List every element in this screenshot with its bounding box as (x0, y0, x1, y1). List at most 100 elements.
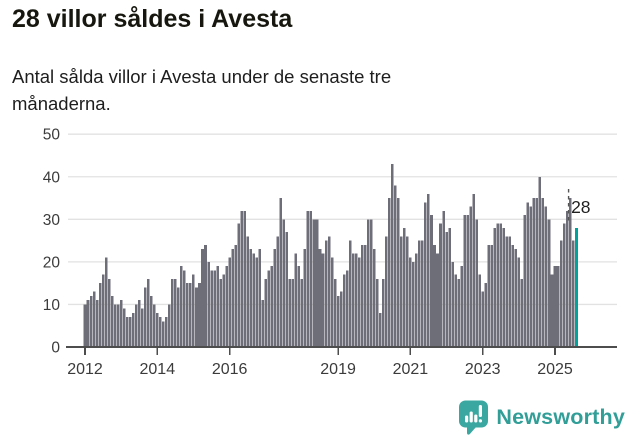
bar (204, 244, 207, 347)
bar (436, 253, 439, 347)
bar (493, 227, 497, 347)
bar (321, 253, 325, 347)
y-tick-label: 50 (43, 127, 61, 144)
bar (388, 198, 391, 347)
bubble (459, 400, 489, 428)
newsworthy-logo: Newsworthy (458, 399, 625, 436)
bar (568, 198, 572, 347)
bar (279, 198, 283, 347)
y-tick-label: 40 (43, 169, 61, 186)
bar (556, 266, 560, 347)
bar (92, 291, 96, 347)
bar (174, 278, 177, 347)
bar (342, 274, 346, 347)
bar (451, 261, 454, 347)
bar (86, 300, 90, 347)
bar (333, 278, 337, 347)
bar (357, 257, 361, 347)
bar (288, 278, 292, 347)
bar (505, 236, 509, 347)
bar (369, 219, 373, 347)
bar (104, 257, 108, 347)
bar (433, 244, 436, 347)
bar (547, 219, 551, 347)
bar (481, 291, 484, 347)
bar-small (465, 415, 469, 423)
bar (351, 253, 355, 347)
bar (336, 295, 340, 347)
bar (544, 206, 548, 347)
brand-name: Newsworthy (496, 405, 625, 429)
bar (125, 317, 129, 347)
bar (270, 266, 274, 347)
bar (541, 198, 545, 347)
bar (508, 236, 512, 347)
bar (246, 236, 249, 347)
bar (511, 244, 515, 347)
bar (415, 253, 418, 347)
bar (237, 223, 240, 347)
bar (430, 215, 433, 347)
bar (562, 223, 566, 347)
bar (559, 240, 563, 347)
x-tick-label: 2016 (212, 361, 248, 378)
bar (198, 283, 201, 347)
bar (327, 236, 331, 347)
x-tick-label: 2025 (537, 361, 573, 378)
bar (162, 321, 165, 347)
bar (454, 274, 457, 347)
bar (201, 249, 204, 347)
bar (186, 283, 189, 347)
bar (113, 304, 117, 347)
bar (83, 304, 87, 347)
bar (514, 249, 518, 347)
bar (366, 219, 370, 347)
bar (122, 308, 126, 347)
bar (98, 283, 102, 347)
bar (282, 219, 286, 347)
bar (243, 210, 246, 347)
bar (448, 227, 451, 347)
bar (222, 274, 225, 347)
bar (128, 317, 132, 347)
bar-tall (469, 411, 474, 423)
bar (324, 240, 328, 347)
bar (183, 270, 186, 347)
bar (442, 210, 445, 347)
bar (427, 193, 430, 347)
bar (469, 206, 472, 347)
x-tick-label: 2019 (320, 361, 356, 378)
y-tick-label: 30 (43, 212, 61, 229)
bar (131, 312, 135, 347)
bar (385, 236, 388, 347)
bar (156, 312, 159, 347)
bar (550, 274, 554, 347)
bar (490, 244, 493, 347)
bar (403, 227, 406, 347)
newsworthy-speech-bubble-bars-icon (459, 400, 489, 435)
bar (213, 270, 216, 347)
bar (119, 300, 123, 347)
bar (363, 244, 367, 347)
bar (538, 176, 542, 347)
bar (297, 266, 301, 347)
bar (137, 300, 141, 347)
bar (276, 236, 280, 347)
bar (418, 240, 421, 347)
bar (517, 257, 521, 347)
bar (348, 240, 352, 347)
bar (381, 278, 385, 347)
bar (529, 206, 533, 347)
bar (345, 270, 349, 347)
bar (496, 223, 500, 347)
bar (294, 253, 298, 347)
y-tick-label: 10 (43, 297, 61, 314)
bar (375, 278, 379, 347)
chart-subtitle: Antal sålda villor i Avesta under de sen… (12, 66, 392, 114)
y-tick-label: 0 (51, 340, 60, 357)
bar (445, 232, 448, 347)
bar (216, 266, 219, 347)
x-tick-label: 2014 (140, 361, 176, 378)
x-tick-label: 2012 (67, 361, 103, 378)
bar (143, 287, 147, 347)
